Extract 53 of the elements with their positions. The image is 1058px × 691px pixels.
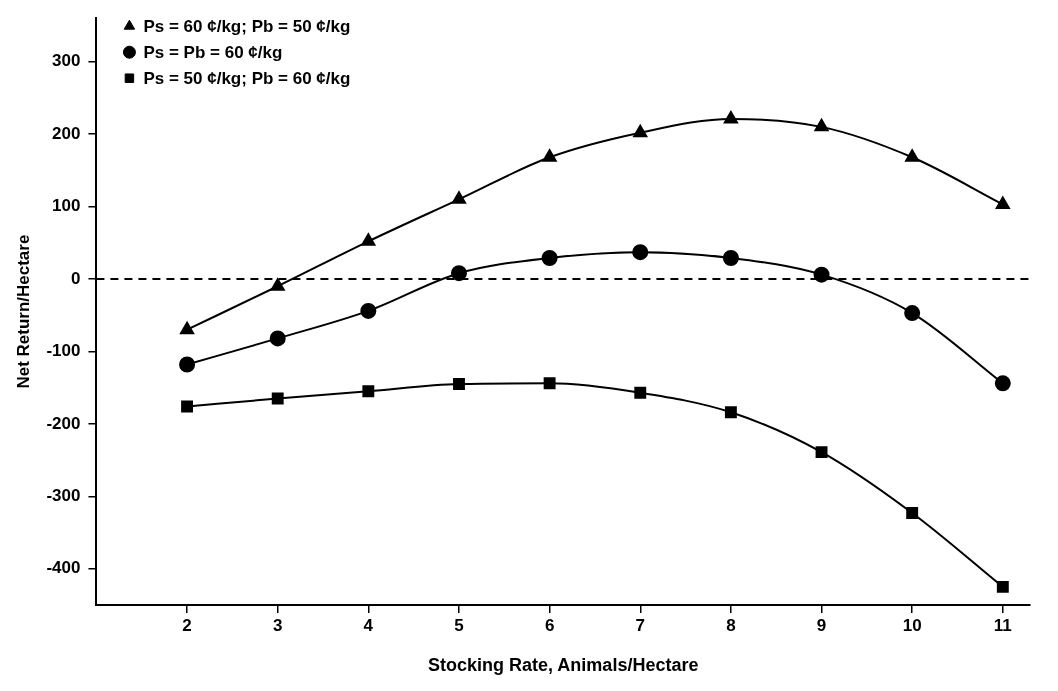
point bbox=[723, 110, 738, 124]
x-tick-label: 5 bbox=[454, 615, 464, 635]
x-tick-label: 7 bbox=[635, 615, 645, 635]
y-tick-label: -300 bbox=[46, 486, 81, 506]
y-tick-label: -400 bbox=[46, 558, 81, 578]
point bbox=[450, 265, 467, 282]
x-axis-title: Stocking Rate, Animals/Hectare bbox=[428, 655, 699, 676]
point bbox=[270, 278, 285, 291]
x-tick-label: 10 bbox=[902, 615, 922, 635]
point bbox=[995, 196, 1010, 209]
point bbox=[360, 302, 377, 319]
x-tick-label: 4 bbox=[363, 615, 374, 635]
point bbox=[994, 375, 1011, 392]
y-tick-label: 0 bbox=[70, 268, 81, 288]
point bbox=[904, 305, 921, 322]
point bbox=[906, 507, 919, 519]
point bbox=[814, 118, 829, 132]
legend-label: Ps = 50 ¢/kg; Pb = 60 ¢/kg bbox=[143, 68, 351, 88]
y-tick-label: 300 bbox=[52, 51, 81, 71]
point bbox=[632, 244, 649, 261]
point bbox=[180, 321, 195, 335]
x-tick-label: 6 bbox=[544, 615, 555, 635]
point bbox=[634, 386, 647, 399]
point bbox=[542, 149, 557, 162]
point bbox=[271, 392, 284, 405]
point bbox=[996, 580, 1009, 593]
point bbox=[543, 377, 556, 390]
y-tick-label: 100 bbox=[52, 196, 81, 216]
x-tick-label: 8 bbox=[726, 615, 736, 635]
y-tick-label: -100 bbox=[46, 341, 81, 361]
point bbox=[451, 191, 467, 204]
x-tick-label: 2 bbox=[182, 615, 192, 635]
point bbox=[724, 406, 737, 419]
point bbox=[722, 249, 739, 266]
point bbox=[541, 249, 558, 266]
point bbox=[815, 446, 828, 459]
x-tick-label: 9 bbox=[816, 615, 827, 635]
y-axis-title: Net Return/Hectare bbox=[13, 234, 33, 389]
point bbox=[813, 266, 830, 283]
point bbox=[179, 356, 196, 373]
y-tick-label: 200 bbox=[52, 123, 81, 143]
y-tick-label: -200 bbox=[46, 413, 81, 433]
point bbox=[361, 233, 376, 246]
x-tick-label: 3 bbox=[272, 615, 283, 635]
point bbox=[362, 385, 375, 398]
point bbox=[453, 378, 465, 390]
point bbox=[633, 124, 648, 138]
legend-label: Ps = 60 ¢/kg; Pb = 50 ¢/kg bbox=[143, 16, 351, 36]
point bbox=[269, 330, 286, 347]
point bbox=[181, 400, 194, 413]
legend-label: Ps = Pb = 60 ¢/kg bbox=[143, 42, 283, 62]
x-tick-label: 11 bbox=[993, 615, 1012, 635]
point bbox=[905, 149, 920, 162]
